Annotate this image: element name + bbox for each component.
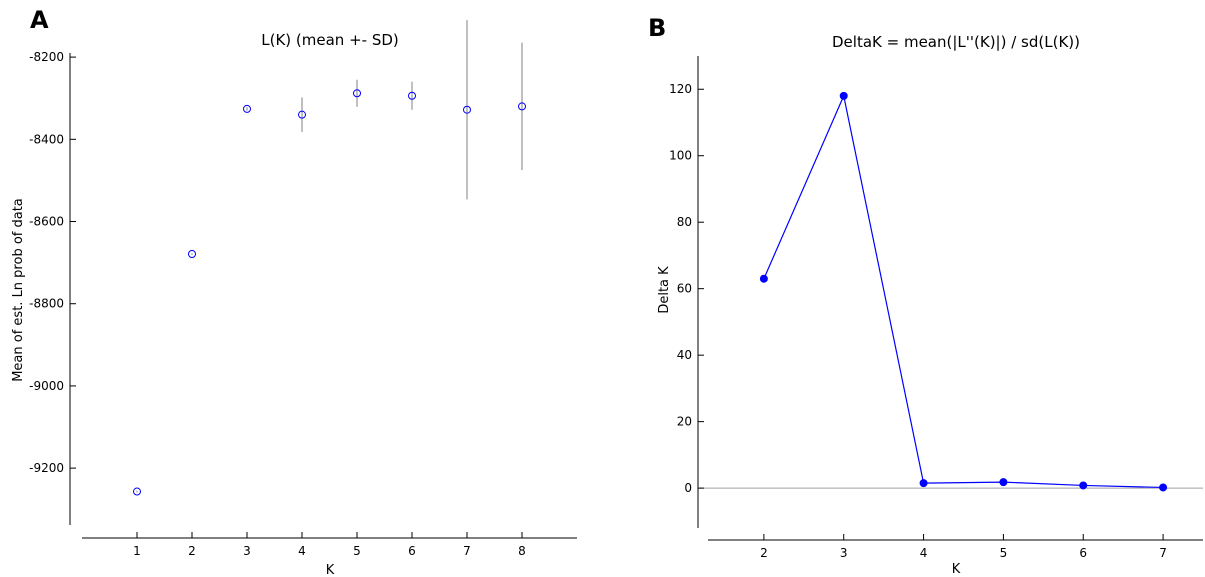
panel-b-chart: B DeltaK = mean(|L''(K)|) / sd(L(K)) K D… <box>648 14 1203 577</box>
panel-a-title: L(K) (mean +- SD) <box>261 31 399 49</box>
x-tick-label: 7 <box>463 544 471 558</box>
data-point <box>188 249 196 258</box>
y-tick-label: 20 <box>677 415 692 429</box>
y-tick-label: -9000 <box>29 379 64 393</box>
x-tick-label: 2 <box>760 546 768 560</box>
panel-a-points <box>133 89 526 496</box>
panel-b-y-axis-label: Delta K <box>657 266 672 314</box>
data-point <box>463 105 471 114</box>
x-tick-label: 4 <box>298 544 306 558</box>
data-point <box>999 478 1008 487</box>
y-tick-label: 60 <box>677 282 692 296</box>
x-tick-label: 8 <box>518 544 526 558</box>
panel-b-x-axis-label: K <box>952 562 961 577</box>
x-tick-label: 6 <box>408 544 416 558</box>
panel-b-title: DeltaK = mean(|L''(K)|) / sd(L(K)) <box>832 33 1080 51</box>
y-tick-label: -8400 <box>29 132 64 146</box>
x-tick-label: 4 <box>920 546 928 560</box>
panel-a-chart: A L(K) (mean +- SD) K Mean of est. Ln pr… <box>11 6 577 577</box>
y-tick-label: 100 <box>669 149 692 163</box>
panel-b-letter: B <box>648 14 666 42</box>
panel-b-x-ticks: 2 3 4 5 6 7 <box>760 534 1167 560</box>
panel-a-error-bars <box>136 20 523 493</box>
data-point <box>298 110 306 119</box>
y-tick-label: -8200 <box>29 50 64 64</box>
data-point <box>1079 481 1088 490</box>
x-tick-label: 1 <box>133 544 141 558</box>
x-tick-label: 6 <box>1079 546 1087 560</box>
y-tick-label: 40 <box>677 348 692 362</box>
panel-a-y-axis-label: Mean of est. Ln prob of data <box>11 198 26 382</box>
y-tick-label: -9200 <box>29 461 64 475</box>
panel-a-x-ticks: 1 2 3 4 5 6 7 8 <box>133 532 526 558</box>
data-point <box>353 89 361 98</box>
x-tick-label: 3 <box>840 546 848 560</box>
data-point <box>759 274 768 283</box>
data-point <box>408 91 416 100</box>
data-point <box>243 104 251 113</box>
x-tick-label: 5 <box>1000 546 1008 560</box>
data-point <box>839 91 848 100</box>
data-point <box>919 479 928 488</box>
x-tick-label: 7 <box>1159 546 1167 560</box>
data-point <box>133 487 141 496</box>
panel-b-series-line <box>763 93 1164 489</box>
x-tick-label: 2 <box>188 544 196 558</box>
data-point <box>518 102 526 111</box>
panel-b-points <box>759 91 1168 492</box>
y-tick-label: 80 <box>677 215 692 229</box>
panel-b-y-ticks: 0 20 40 60 80 100 120 <box>669 82 704 495</box>
y-tick-label: -8600 <box>29 215 64 229</box>
x-tick-label: 3 <box>243 544 251 558</box>
x-tick-label: 5 <box>353 544 361 558</box>
y-tick-label: 120 <box>669 82 692 96</box>
y-tick-label: -8800 <box>29 297 64 311</box>
data-point <box>1159 483 1168 492</box>
panel-a-letter: A <box>30 6 49 34</box>
panel-a-x-axis-label: K <box>326 563 335 577</box>
y-tick-label: 0 <box>684 481 692 495</box>
panel-a-y-ticks: -8200 -8400 -8600 -8800 -9000 -9200 <box>29 50 76 475</box>
